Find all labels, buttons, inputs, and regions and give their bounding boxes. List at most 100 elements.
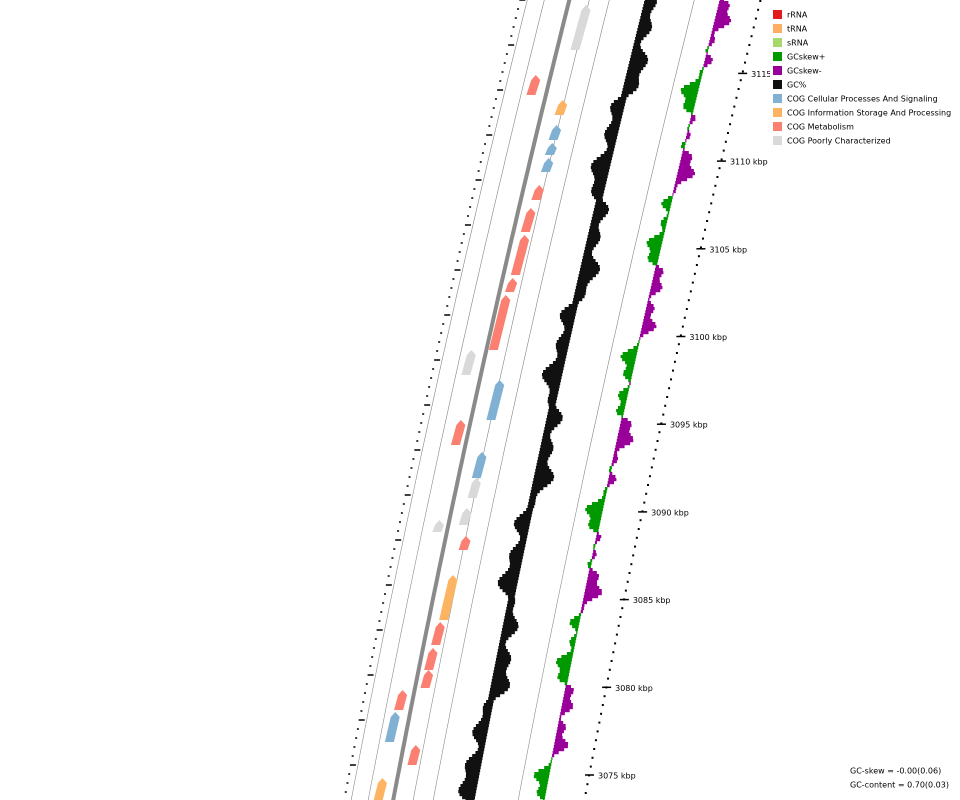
outer-tick (683, 316, 686, 319)
legend-label: tRNA (787, 25, 808, 34)
gene-feature (570, 5, 591, 50)
gc-content-bar (564, 307, 578, 311)
gc-content-bar (528, 499, 536, 503)
gc-skew-bar (571, 646, 575, 650)
gc-content-bar (510, 550, 525, 554)
gc-content-bar (582, 256, 594, 260)
gc-skew-bar (663, 199, 673, 203)
gc-skew-bar (587, 562, 592, 566)
gc-content-bar (502, 625, 519, 629)
gc-skew-bar (713, 25, 725, 29)
gene-feature (420, 670, 434, 688)
scale-label: 3075 kbp (598, 772, 636, 781)
gc-content-bar (564, 328, 573, 332)
gene-feature (439, 575, 458, 620)
gc-skew-bar (662, 226, 666, 230)
gc-skew-bar (593, 550, 596, 554)
outer-tick (670, 378, 673, 381)
gc-skew-bar (594, 541, 597, 545)
gc-skew-bar (623, 370, 633, 374)
gc-skew-bar (706, 52, 708, 56)
gc-skew-bar (560, 712, 565, 716)
gc-skew-bar (703, 64, 708, 68)
legend-swatch (773, 10, 782, 19)
gc-skew-bar (699, 70, 703, 74)
gc-content-bar (478, 745, 485, 749)
outer-tick (593, 748, 596, 750)
gc-content-bar (544, 427, 555, 431)
gc-skew-bar (646, 304, 654, 308)
outer-tick (712, 193, 715, 196)
gc-skew-bar (602, 496, 606, 500)
gc-content-bar (636, 31, 650, 35)
gc-content-bar (623, 85, 639, 89)
gc-skew-bar (615, 445, 625, 449)
gc-content-bar (541, 439, 552, 443)
gc-skew-bar (555, 736, 563, 740)
gene-feature (554, 100, 568, 115)
gene-feature (471, 452, 487, 478)
gc-content-bar (499, 586, 517, 590)
outer-tick (632, 554, 635, 557)
gc-skew-bar (677, 172, 696, 176)
gc-skew-bar (597, 499, 605, 503)
gc-skew-bar (536, 790, 547, 794)
gc-skew-bar (680, 157, 693, 161)
gc-skew-bar (619, 427, 631, 431)
gc-content-bar (626, 73, 640, 77)
gc-content-bar (541, 442, 553, 446)
gc-content-bar (561, 319, 575, 323)
gc-skew-bar (676, 175, 693, 179)
gc-content-bar (519, 538, 527, 542)
outer-tick (714, 184, 717, 187)
gc-content-bar (593, 211, 608, 215)
gc-skew-bar (580, 610, 583, 614)
gc-skew-bar (678, 166, 692, 170)
gc-content-bar (473, 727, 489, 731)
gc-skew-bar (563, 697, 571, 701)
gc-content-bar (643, 4, 656, 8)
outer-tick (671, 369, 674, 372)
gc-skew-bar (608, 478, 617, 482)
gc-content-bar (547, 397, 557, 401)
gene-feature (432, 520, 444, 532)
gc-skew-bar (685, 139, 687, 143)
gc-content-bar (549, 388, 559, 392)
gc-skew-bar (633, 346, 639, 350)
gc-content-bar (559, 313, 576, 317)
outer-tick (759, 0, 762, 2)
gc-skew-bar (683, 106, 695, 110)
gc-skew-bar (667, 211, 670, 215)
gc-content-bar (489, 688, 508, 692)
gc-content-bar (552, 361, 565, 365)
gc-skew-bar (645, 310, 654, 314)
gc-content-bar (503, 619, 517, 623)
gc-content-bar (465, 772, 480, 776)
gc-content-bar (577, 280, 590, 284)
gc-content-bar (621, 91, 634, 95)
gc-content-bar (644, 1, 657, 5)
outer-tick (739, 79, 742, 82)
gc-content-bar (506, 607, 514, 611)
gc-content-bar (592, 214, 606, 218)
gc-skew-bar (708, 43, 712, 47)
gc-skew-bar (589, 520, 601, 524)
gc-content-bar (633, 43, 641, 47)
gc-skew-bar (714, 19, 732, 23)
gc-content-bar (462, 781, 478, 785)
gc-skew-bar (647, 301, 651, 305)
gc-skew-bar (565, 685, 571, 689)
gc-content-bar (532, 484, 548, 488)
gc-content-bar (509, 565, 521, 569)
gc-content-bar (610, 109, 624, 113)
gc-content-bar (573, 298, 583, 302)
gc-skew-bar (683, 148, 685, 152)
legend-label: COG Cellular Processes And Signaling (787, 95, 938, 104)
gc-content-bar (635, 37, 644, 41)
gc-content-bar (547, 400, 557, 404)
gc-content-bar (581, 262, 599, 266)
gc-content-bar (586, 241, 599, 245)
gc-skew-bar (654, 268, 663, 272)
gc-skew-bar (681, 91, 698, 95)
